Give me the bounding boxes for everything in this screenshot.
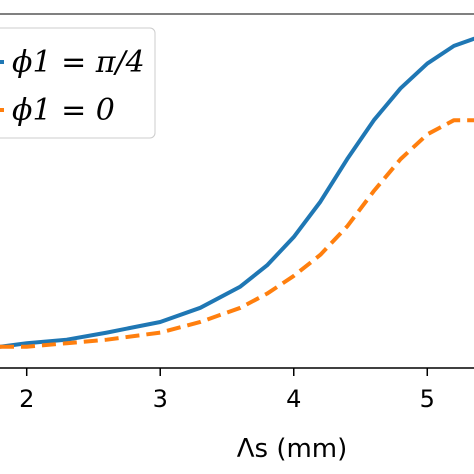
x-tick-label: 3 [153,385,168,413]
legend-box [0,27,156,139]
x-tick-label: 2 [19,385,34,413]
plot-frame [0,13,474,369]
legend: ϕ1 = π/4 ϕ1 = 0 [0,27,156,139]
series-layer [0,36,474,349]
x-tick-label: 4 [286,385,301,413]
x-tick-label: 5 [420,385,435,413]
legend-entry-label: ϕ1 = 0 [12,93,115,128]
x-axis-ticks: 2 3 4 5 [19,368,435,413]
series-line-2 [0,118,474,349]
legend-entry-label: ϕ1 = π/4 [12,45,145,80]
x-axis-label: Λs (mm) [237,434,348,464]
series-line-1 [0,36,474,349]
